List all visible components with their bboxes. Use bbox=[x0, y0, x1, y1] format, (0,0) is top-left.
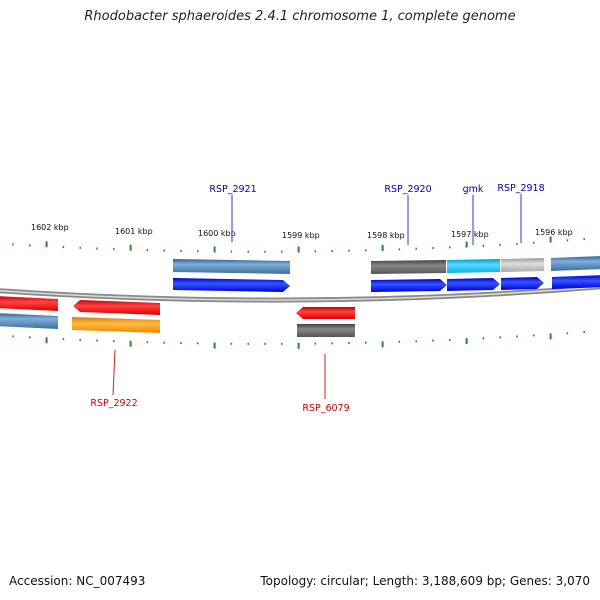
gene-gmk-feature[interactable] bbox=[447, 259, 500, 273]
scale-label-1601: 1601 kbp bbox=[115, 227, 153, 236]
gene-label-RSP_2921[interactable]: RSP_2921 bbox=[209, 184, 256, 195]
cds-RSP_6079[interactable] bbox=[296, 307, 355, 319]
gene-label-RSP_2920[interactable]: RSP_2920 bbox=[384, 184, 431, 195]
gene-offscreen-left-feature[interactable] bbox=[0, 313, 58, 329]
reverse-feature-track bbox=[0, 313, 355, 337]
gene-labels: RSP_2921 RSP_2920 gmk RSP_2918 RSP_2922 … bbox=[90, 183, 544, 414]
scale-label-1598: 1598 kbp bbox=[367, 231, 405, 240]
forward-cds-track bbox=[173, 275, 600, 292]
gene-RSP_2918-feature[interactable] bbox=[501, 258, 544, 272]
accession-text: Accession: NC_007493 bbox=[9, 574, 146, 588]
genome-summary-text: Topology: circular; Length: 3,188,609 bp… bbox=[260, 574, 590, 588]
scale-label-1602: 1602 kbp bbox=[31, 223, 69, 232]
cds-RSP_2920[interactable] bbox=[371, 279, 447, 292]
map-title: Rhodobacter sphaeroides 2.4.1 chromosome… bbox=[84, 9, 516, 24]
gene-label-gmk[interactable]: gmk bbox=[463, 184, 484, 195]
cds-gmk[interactable] bbox=[447, 278, 500, 291]
gene-label-RSP_2918[interactable]: RSP_2918 bbox=[497, 183, 544, 194]
gene-RSP_2920-feature[interactable] bbox=[371, 260, 446, 274]
chromosome-backbone bbox=[0, 284, 600, 303]
scale-ticks-bottom bbox=[12, 331, 585, 349]
scale-label-1599: 1599 kbp bbox=[282, 231, 320, 240]
reverse-cds-track bbox=[0, 296, 355, 319]
gene-label-RSP_2922[interactable]: RSP_2922 bbox=[90, 398, 137, 409]
forward-feature-track bbox=[173, 256, 600, 274]
scale-label-1596: 1596 kbp bbox=[535, 228, 573, 237]
scale-ticks-top bbox=[12, 236, 585, 253]
scale-label-1597: 1597 kbp bbox=[451, 230, 489, 239]
cds-RSP_2921[interactable] bbox=[173, 278, 290, 292]
gene-offscreen-right-feature[interactable] bbox=[551, 256, 600, 271]
gene-RSP_6079-feature[interactable] bbox=[297, 324, 355, 337]
gene-RSP_2921-feature[interactable] bbox=[173, 259, 290, 274]
leader-RSP_2922 bbox=[112, 349, 116, 396]
scale-labels: 1602 kbp 1601 kbp 1600 kbp 1599 kbp 1598… bbox=[31, 223, 573, 240]
label-leaders bbox=[112, 194, 522, 399]
scale-label-1600: 1600 kbp bbox=[198, 229, 236, 238]
cds-offscreen-right[interactable] bbox=[552, 275, 600, 289]
gene-RSP_2922-feature[interactable] bbox=[72, 317, 160, 333]
cds-RSP_2922[interactable] bbox=[73, 300, 160, 315]
cds-offscreen-left[interactable] bbox=[0, 296, 58, 311]
cds-RSP_2918[interactable] bbox=[501, 277, 544, 290]
gene-label-RSP_6079[interactable]: RSP_6079 bbox=[302, 403, 349, 414]
